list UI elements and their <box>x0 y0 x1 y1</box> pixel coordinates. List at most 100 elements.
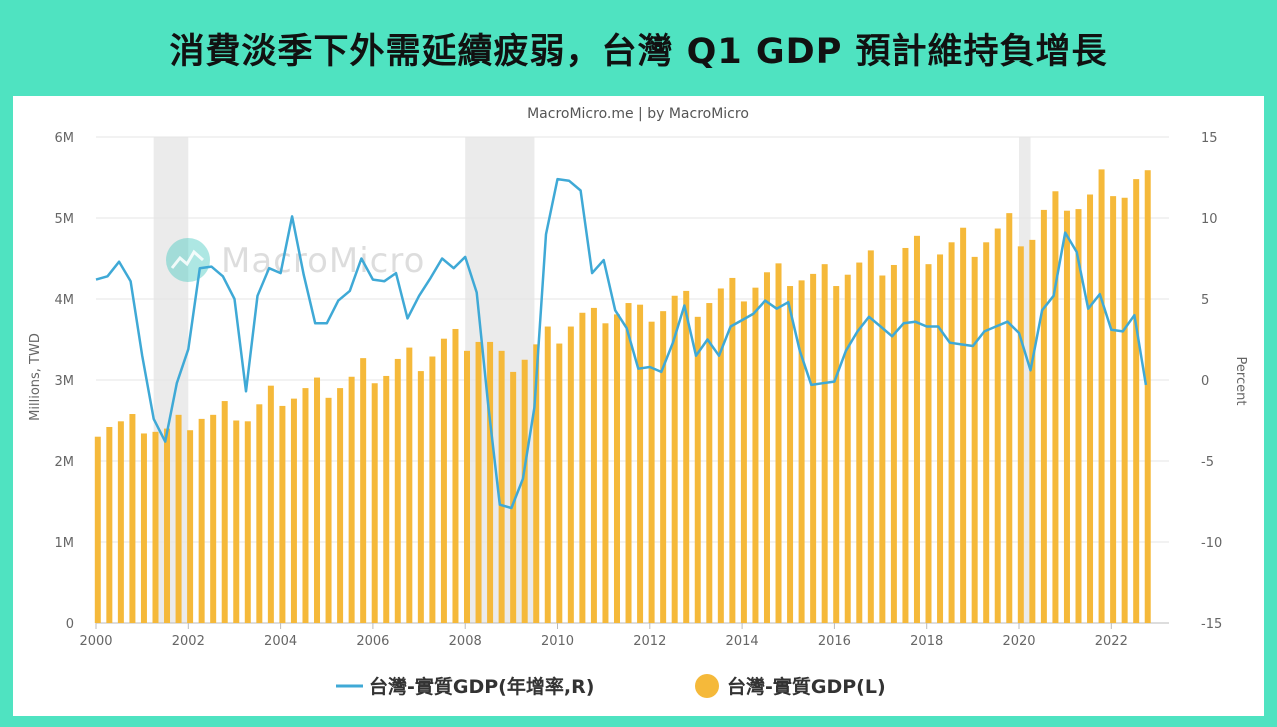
gdp-bar <box>775 263 782 623</box>
gdp-bar <box>129 414 136 623</box>
gdp-bar <box>371 383 378 623</box>
gdp-bar <box>1144 170 1151 623</box>
left-axis-tick-label: 2M <box>55 455 75 470</box>
gdp-bar <box>971 256 978 623</box>
x-axis-tick-label: 2000 <box>79 634 112 649</box>
gdp-bar <box>948 242 955 624</box>
x-axis-tick-label: 2002 <box>172 634 205 649</box>
left-axis-tick-label: 3M <box>55 374 75 389</box>
gdp-bar <box>1017 246 1024 623</box>
gdp-bar <box>360 358 367 623</box>
gdp-bar <box>348 376 355 623</box>
right-axis-tick-label: -10 <box>1201 536 1222 551</box>
gdp-bar <box>683 290 690 623</box>
gdp-bar <box>856 262 863 623</box>
left-axis-tick-label: 4M <box>55 293 75 308</box>
gdp-bar <box>256 404 263 623</box>
gdp-bar <box>140 433 147 623</box>
gdp-bar <box>440 338 447 623</box>
gdp-bar <box>567 326 574 623</box>
gdp-bar <box>337 388 344 623</box>
gdp-bar <box>671 295 678 623</box>
gdp-bar <box>844 274 851 623</box>
gdp-bar <box>1087 194 1094 623</box>
gdp-bar <box>521 359 528 623</box>
gdp-bar <box>475 341 482 623</box>
gdp-bar <box>579 312 586 623</box>
gdp-bar <box>717 288 724 623</box>
gdp-bar <box>1121 197 1128 623</box>
gdp-bar <box>637 304 644 623</box>
gdp-bar <box>279 405 286 623</box>
left-axis-title: Millions, TWD <box>28 333 43 421</box>
gdp-bar <box>902 247 909 623</box>
right-axis-tick-label: 15 <box>1201 131 1218 146</box>
gdp-bar <box>383 375 390 623</box>
gdp-bar <box>648 321 655 623</box>
gdp-bar <box>867 250 874 623</box>
gdp-bar <box>752 287 759 623</box>
gdp-bar <box>625 303 632 623</box>
x-axis-tick-label: 2018 <box>910 634 943 649</box>
gdp-bar <box>613 314 620 623</box>
gdp-bar <box>487 341 494 623</box>
gdp-bar <box>464 350 471 623</box>
gdp-bar <box>821 264 828 623</box>
gdp-bar <box>706 303 713 623</box>
x-axis-tick-label: 2022 <box>1095 634 1128 649</box>
gdp-bar <box>1098 169 1105 623</box>
right-axis-title: Percent <box>1233 357 1248 406</box>
right-axis-tick-label: -5 <box>1201 455 1214 470</box>
x-axis-tick-label: 2012 <box>633 634 666 649</box>
gdp-bar <box>1052 191 1059 623</box>
gdp-bar <box>879 275 886 623</box>
gdp-bar <box>994 228 1001 623</box>
gdp-bar <box>302 388 309 623</box>
watermark-logo-line-icon <box>170 249 204 269</box>
x-axis-tick-label: 2010 <box>541 634 574 649</box>
gdp-bar <box>187 430 194 623</box>
gdp-bar <box>694 316 701 623</box>
x-axis-tick-label: 2014 <box>726 634 759 649</box>
gdp-bar <box>1040 209 1047 623</box>
gdp-bar <box>164 428 171 623</box>
gdp-bar <box>325 397 332 623</box>
gdp-bar <box>590 307 597 623</box>
gridlines <box>96 136 1169 624</box>
legend-label-real-gdp[interactable]: 台灣-實質GDP(L) <box>727 675 886 698</box>
left-axis-tick-label: 5M <box>55 212 75 227</box>
gdp-bar <box>833 286 840 623</box>
gdp-bar <box>556 343 563 623</box>
gdp-bar <box>925 264 932 623</box>
legend[interactable]: 台灣-實質GDP(年增率,R) 台灣-實質GDP(L) <box>336 674 886 698</box>
x-axis-tick-label: 2006 <box>356 634 389 649</box>
gdp-bar <box>960 227 967 623</box>
gdp-bar <box>798 280 805 623</box>
gdp-bar <box>890 264 897 623</box>
gdp-bar <box>244 421 251 623</box>
x-axis-tick-label: 2008 <box>449 634 482 649</box>
gdp-bar <box>106 426 113 623</box>
gdp-bar <box>117 421 124 623</box>
gdp-bar <box>937 254 944 623</box>
gdp-bar <box>175 414 182 623</box>
gdp-bar <box>729 277 736 623</box>
gdp-bar <box>394 358 401 623</box>
gdp-bar <box>740 301 747 623</box>
gdp-bar <box>94 436 101 623</box>
gdp-bar <box>198 418 205 623</box>
left-axis-tick-label: 6M <box>55 131 75 146</box>
left-axis-tick-label: 0 <box>66 617 74 632</box>
gdp-bar <box>787 286 794 623</box>
bar-series <box>94 169 1151 624</box>
gdp-bar <box>913 235 920 623</box>
gdp-bar <box>983 242 990 624</box>
gdp-bar <box>1133 179 1140 623</box>
gdp-bar <box>314 377 321 623</box>
legend-dot-marker-icon <box>695 674 719 698</box>
legend-label-gdp-growth[interactable]: 台灣-實質GDP(年增率,R) <box>369 675 594 698</box>
gdp-bar <box>210 414 217 623</box>
right-axis-tick-label: 5 <box>1201 293 1209 308</box>
gdp-bar <box>763 272 770 623</box>
gdp-bar <box>233 420 240 623</box>
